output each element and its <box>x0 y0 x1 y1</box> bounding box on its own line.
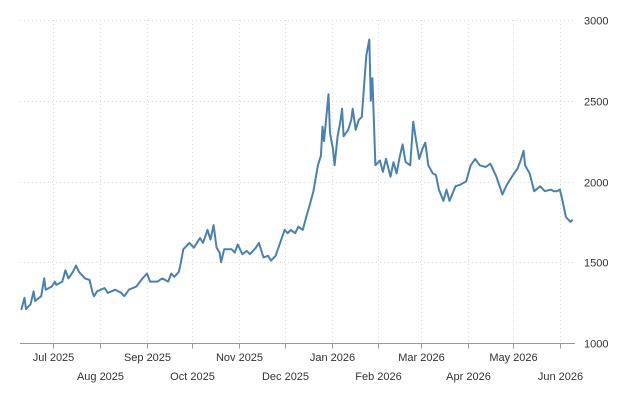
y-tick-label: 1500 <box>584 258 608 270</box>
y-tick-label: 3000 <box>584 16 608 28</box>
x-tick-label: Jun 2026 <box>538 371 583 383</box>
x-tick-label: Mar 2026 <box>398 352 444 364</box>
grid <box>20 20 575 343</box>
x-tick-label: Apr 2026 <box>446 371 491 383</box>
x-tick-label: Jan 2026 <box>310 352 355 364</box>
y-tick-label: 2000 <box>584 178 608 190</box>
x-tick-label: Sep 2025 <box>124 352 171 364</box>
x-tick-label: Dec 2025 <box>262 371 309 383</box>
y-axis-labels: 1000 1500 2000 2500 3000 <box>584 16 608 351</box>
x-tick-label: Nov 2025 <box>216 352 263 364</box>
y-tick-label: 2500 <box>584 97 608 109</box>
x-tick-label: Aug 2025 <box>77 371 124 383</box>
x-tick-label: May 2026 <box>489 352 537 364</box>
x-tick-label: Feb 2026 <box>355 371 401 383</box>
x-tick-label: Oct 2025 <box>170 371 215 383</box>
series-group <box>20 38 573 311</box>
price-series-line <box>20 38 573 311</box>
x-tick-label: Jul 2025 <box>33 352 75 364</box>
y-tick-label: 1000 <box>584 339 608 351</box>
x-axis <box>20 343 575 349</box>
